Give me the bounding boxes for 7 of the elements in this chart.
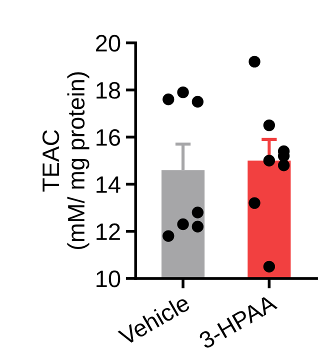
y-tick-label: 16 <box>96 129 120 146</box>
y-tick-label: 10 <box>96 270 120 288</box>
y-axis-title: TEAC (mM/ mg protein) <box>42 72 90 250</box>
y-tick-label: 14 <box>96 176 120 193</box>
y-tick-label: 18 <box>96 82 120 99</box>
y-tick-label: 12 <box>96 223 120 240</box>
y-tick-label: 20 <box>96 34 120 52</box>
